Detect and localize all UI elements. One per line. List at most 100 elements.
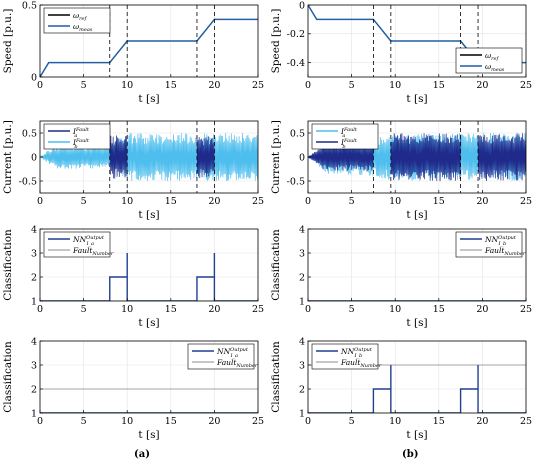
x-tick-label: 0 [37, 80, 43, 91]
plot-area [40, 133, 258, 181]
legend-label: IFault b [72, 138, 90, 150]
x-tick-label: 20 [208, 80, 220, 91]
y-tick-label: 0.5 [22, 128, 37, 139]
x-axis-label: t [s] [138, 429, 159, 441]
x-tick-label: 15 [165, 80, 177, 91]
x-axis-label: t [s] [406, 209, 427, 221]
y-tick-label: 3 [299, 248, 305, 259]
x-tick-label: 10 [389, 80, 401, 91]
y-tick-label: 2 [31, 384, 37, 395]
y-tick-label: 0.5 [22, 0, 37, 11]
x-tick-label: 15 [433, 416, 445, 427]
chart-a3: 0 5 10 15 20 25 1 2 3 4 t [s] Classification NNOutpu… [2, 224, 264, 329]
x-tick-label: 25 [520, 196, 532, 207]
axes-frame [307, 4, 527, 78]
y-axis-label: Classification [270, 341, 282, 413]
x-tick-label: 15 [433, 196, 445, 207]
y-tick-label: -0.5 [287, 176, 305, 187]
y-tick-label: 3 [31, 248, 37, 259]
x-tick-label: 0 [305, 416, 311, 427]
y-axis-label: Speed [p.u.] [270, 9, 282, 74]
current-envelope-ibfault [390, 133, 461, 181]
legend-label: FaultNumber [484, 246, 526, 257]
series-line-nniboutput [308, 365, 526, 413]
x-tick-label: 10 [389, 416, 401, 427]
legend-label: FaultNumber [216, 358, 258, 369]
legend-label: IFault a [72, 127, 90, 139]
chart-b1: 0 5 10 15 20 25 0 -0.2 -0.4 t [s] Speed [p.u.] ωref… [270, 0, 532, 105]
plot-area [40, 18, 258, 77]
x-tick-label: 5 [81, 416, 87, 427]
x-tick-label: 0 [37, 304, 43, 315]
legend-label: NNOutput I_a [72, 235, 105, 247]
x-tick-label: 5 [349, 416, 355, 427]
x-tick-label: 0 [305, 80, 311, 91]
series-line-nniaoutput [40, 253, 258, 301]
x-tick-label: 20 [476, 80, 488, 91]
chart-b3: 0 5 10 15 20 25 1 2 3 4 t [s] Classification NNOutpu… [270, 224, 532, 329]
legend-label: NNOutput I_a [216, 347, 249, 359]
y-tick-label: 2 [299, 272, 305, 283]
plot-area [308, 132, 526, 181]
x-axis-label: t [s] [406, 93, 427, 105]
chart-b4: 0 5 10 15 20 25 1 2 3 4 t [s] Classification NNOutpu… [270, 336, 532, 441]
chart-a2: 0 5 10 15 20 250.50-0.5t [s]Current [p.u.] IFa… [2, 120, 264, 221]
y-tick-label: 2 [299, 384, 305, 395]
x-tick-label: 25 [520, 416, 532, 427]
y-tick-label: 1 [299, 296, 305, 307]
y-tick-label: 4 [299, 224, 305, 235]
y-tick-label: 3 [31, 360, 37, 371]
panel-label-b: (b) [402, 449, 419, 460]
y-tick-label: -0.4 [287, 58, 305, 69]
x-tick-label: 0 [37, 416, 43, 427]
axes-frame [307, 228, 527, 302]
legend-label: ωmeas [485, 62, 505, 73]
y-tick-label: 1 [31, 296, 37, 307]
y-tick-label: 4 [31, 336, 37, 347]
x-tick-label: 25 [252, 416, 264, 427]
x-tick-label: 15 [165, 416, 177, 427]
x-tick-label: 10 [389, 196, 401, 207]
x-tick-label: 5 [81, 304, 87, 315]
y-tick-label: 1 [31, 408, 37, 419]
x-tick-label: 25 [520, 304, 532, 315]
y-axis-label: Classification [2, 229, 14, 301]
y-tick-label: 0 [299, 0, 305, 11]
chart-b2: 0 5 10 15 20 250.50-0.5t [s]Current [p.u.] IFa… [270, 120, 532, 221]
x-tick-label: 0 [305, 196, 311, 207]
x-tick-label: 10 [389, 304, 401, 315]
y-tick-label: 2 [31, 272, 37, 283]
x-tick-label: 15 [433, 304, 445, 315]
y-axis-label: Speed [p.u.] [2, 9, 14, 74]
legend-box [455, 231, 523, 258]
x-axis-label: t [s] [406, 429, 427, 441]
legend-box [187, 343, 255, 370]
y-tick-label: 0.5 [290, 128, 305, 139]
legend-label: FaultNumber [340, 358, 382, 369]
plot-area [40, 388, 258, 413]
x-tick-label: 20 [476, 416, 488, 427]
y-tick-label: 0 [31, 72, 37, 83]
x-tick-label: 5 [349, 304, 355, 315]
y-tick-label: 0 [31, 152, 37, 163]
axes-frame [39, 228, 259, 302]
x-tick-label: 5 [81, 80, 87, 91]
x-tick-label: 10 [121, 80, 133, 91]
y-tick-label: 4 [31, 224, 37, 235]
y-axis-label: Current [p.u.] [270, 120, 282, 194]
y-tick-label: 0 [299, 152, 305, 163]
legend-label: ωref [73, 11, 87, 22]
x-tick-label: 10 [121, 196, 133, 207]
x-tick-label: 0 [37, 196, 43, 207]
current-envelope-ibfault [477, 133, 526, 181]
current-envelope-ibfault [40, 133, 258, 181]
x-tick-label: 5 [81, 196, 87, 207]
legend-box [43, 231, 111, 258]
y-tick-label: 4 [299, 336, 305, 347]
